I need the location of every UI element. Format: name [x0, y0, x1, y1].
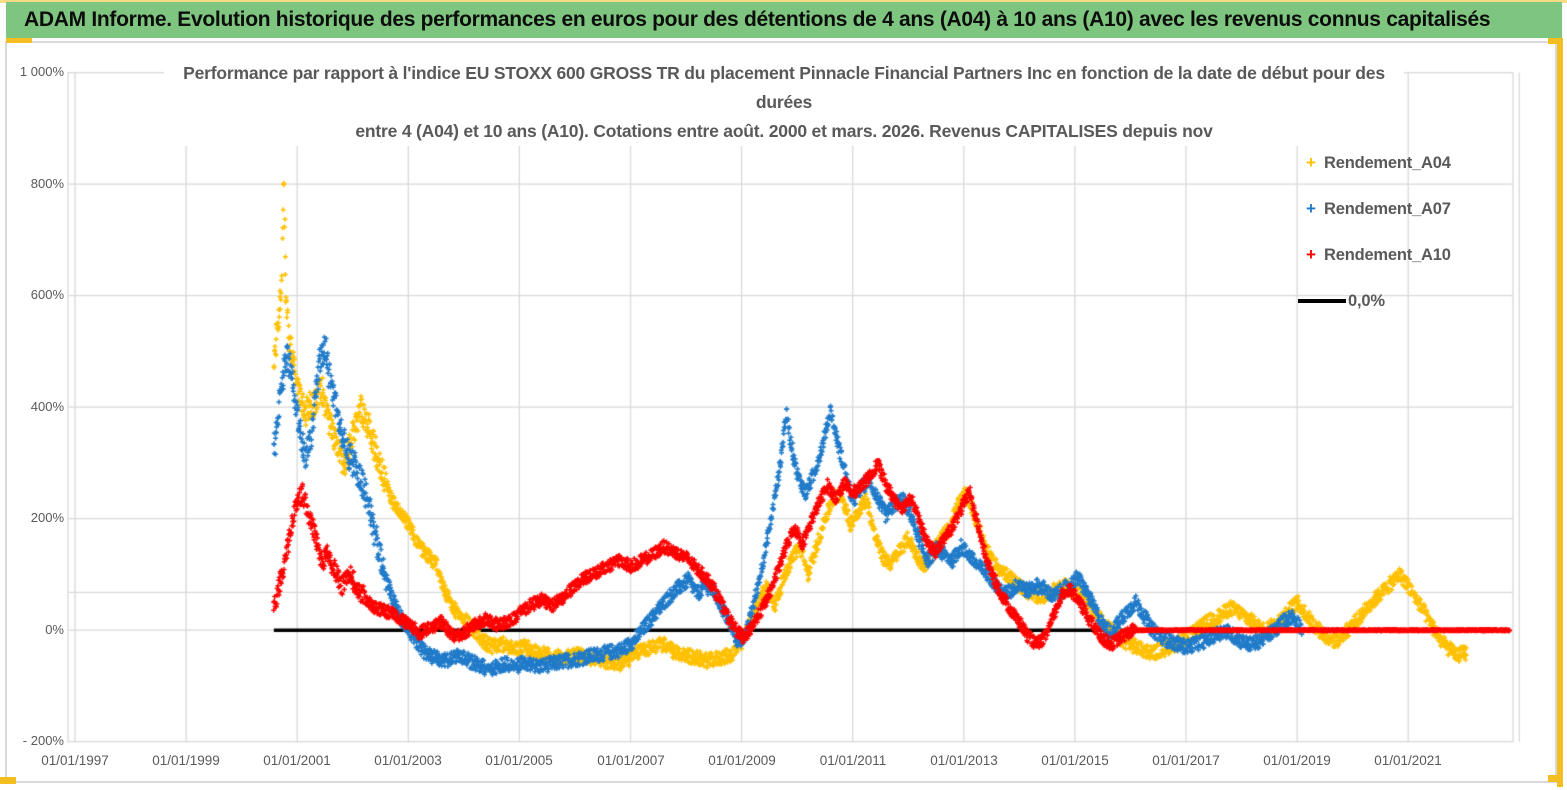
y-tick-label: - 200%	[22, 733, 64, 748]
y-tick-label: 200%	[30, 510, 64, 525]
gold-accent-bottom-right	[1548, 775, 1563, 782]
page-title: ADAM Informe. Evolution historique des p…	[24, 8, 1491, 31]
chart-title: Performance par rapport à l'indice EU ST…	[164, 59, 1404, 146]
x-tick-label: 01/01/2015	[1041, 753, 1109, 768]
x-tick-label: 01/01/2021	[1374, 753, 1442, 768]
legend-item-a10: + Rendement_A10	[1298, 232, 1508, 278]
x-tick-label: 01/01/2011	[819, 753, 887, 768]
legend-label: Rendement_A07	[1324, 199, 1451, 218]
legend-label: Rendement_A04	[1324, 153, 1451, 172]
x-tick-label: 01/01/2017	[1152, 753, 1220, 768]
gold-accent-bottom-left	[0, 777, 16, 784]
x-tick-label: 01/01/1999	[152, 753, 220, 768]
legend-item-a07: + Rendement_A07	[1298, 186, 1508, 232]
chart-frame-right	[1555, 44, 1557, 782]
chart-title-line-1: Performance par rapport à l'indice EU ST…	[183, 63, 1385, 83]
legend-item-a04: + Rendement_A04	[1298, 140, 1508, 186]
black-line-swatch-icon	[1298, 299, 1346, 303]
plus-marker-icon: +	[1306, 245, 1316, 264]
x-tick-label: 01/01/2013	[930, 753, 998, 768]
y-tick-label: 800%	[30, 176, 64, 191]
gold-accent-top-right	[1548, 38, 1563, 44]
chart-title-line-2: durées	[755, 92, 813, 112]
plus-marker-icon: +	[1306, 199, 1316, 218]
chart-frame-top	[5, 41, 1550, 43]
y-tick-label: 400%	[30, 399, 64, 414]
x-tick-label: 01/01/1997	[41, 753, 109, 768]
legend-label: 0,0%	[1348, 291, 1385, 310]
y-tick-label: 600%	[30, 287, 64, 302]
x-tick-label: 01/01/2019	[1263, 753, 1331, 768]
plus-marker-icon: +	[1306, 153, 1316, 172]
y-tick-label: 0%	[45, 622, 64, 637]
chart-title-line-3: entre 4 (A04) et 10 ans (A10). Cotations…	[355, 121, 1213, 141]
x-tick-label: 01/01/2009	[708, 753, 776, 768]
legend-item-zero-line: 0,0%	[1298, 278, 1508, 324]
header-bar: ADAM Informe. Evolution historique des p…	[6, 2, 1562, 38]
x-tick-label: 01/01/2005	[485, 753, 553, 768]
gold-accent-top-left	[6, 38, 32, 43]
chart-legend: + Rendement_A04 + Rendement_A07 + Rendem…	[1298, 140, 1508, 324]
x-tick-label: 01/01/2003	[374, 753, 442, 768]
sheet-top-gold-border	[0, 0, 1567, 3]
chart-frame-left	[5, 41, 7, 782]
gold-accent-right-bar	[1557, 38, 1563, 787]
legend-label: Rendement_A10	[1324, 245, 1451, 264]
x-tick-label: 01/01/2007	[597, 753, 665, 768]
x-tick-label: 01/01/2001	[263, 753, 331, 768]
y-tick-label: 1 000%	[19, 64, 64, 79]
chart-frame-bottom	[5, 781, 1557, 783]
